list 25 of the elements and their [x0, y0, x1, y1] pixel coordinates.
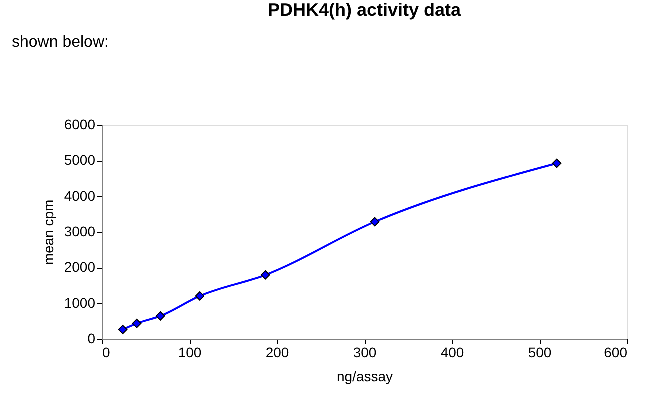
x-tick-label: 400: [440, 344, 464, 360]
y-tick-label: 5000: [64, 152, 96, 168]
y-tick-label: 4000: [64, 188, 96, 204]
x-tick-label: 300: [353, 344, 377, 360]
x-tick-label: 200: [266, 344, 290, 360]
y-tick-label: 3000: [64, 224, 96, 240]
point: [552, 158, 562, 168]
point: [260, 270, 270, 280]
text: shown below:: [12, 34, 109, 51]
point: [118, 325, 128, 334]
point: [370, 217, 380, 227]
point: [156, 311, 166, 321]
y-tick-label: 1000: [64, 294, 96, 311]
x-axis-title: ng/assay: [336, 368, 394, 384]
y-tick-label: 6000: [64, 116, 96, 132]
y-tick-label: 0: [88, 330, 96, 346]
x-tick-label: 0: [102, 344, 110, 360]
point: [195, 292, 205, 301]
x-tick-label: 100: [178, 344, 202, 360]
point: [132, 318, 142, 328]
y-tick-label: 2000: [64, 259, 96, 276]
y-axis-title: mean cpm: [40, 200, 56, 266]
chart-title: PDHK4(h) activity data: [268, 0, 462, 20]
x-tick-label: 500: [528, 344, 552, 360]
x-tick-label: 600: [604, 344, 628, 360]
